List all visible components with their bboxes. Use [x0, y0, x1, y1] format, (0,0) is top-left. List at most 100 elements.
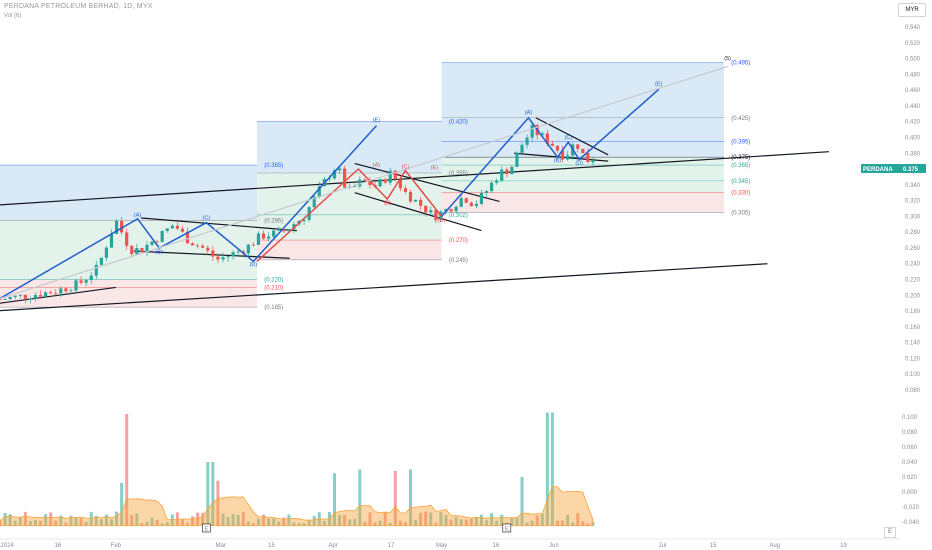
candle-body[interactable] [505, 169, 509, 175]
candle-body[interactable] [489, 182, 494, 192]
currency-button[interactable]: MYR [898, 3, 926, 17]
candle-body[interactable] [337, 168, 342, 171]
candle-body[interactable] [120, 220, 124, 233]
candle-body[interactable] [84, 280, 88, 283]
trendline-7[interactable] [354, 192, 482, 232]
candle-body[interactable] [49, 292, 53, 294]
trendlines[interactable] [0, 117, 830, 312]
candle-body[interactable] [170, 225, 174, 229]
candle-body[interactable] [206, 247, 210, 251]
candle-body[interactable] [388, 170, 392, 183]
candle-body[interactable] [256, 233, 261, 245]
candle-body[interactable] [104, 247, 109, 258]
candle-body[interactable] [246, 244, 250, 254]
candle-body[interactable] [114, 220, 119, 234]
candle-body[interactable] [216, 256, 220, 260]
candle-body[interactable] [109, 233, 114, 248]
candle-body[interactable] [196, 245, 200, 247]
candle-body[interactable] [302, 219, 306, 221]
candle-body[interactable] [591, 160, 595, 163]
candle-body[interactable] [484, 191, 489, 193]
candle-body[interactable] [135, 248, 139, 255]
candle-body[interactable] [226, 256, 230, 258]
candle-body[interactable] [130, 245, 134, 255]
candle-body[interactable] [145, 244, 149, 253]
candle-body[interactable] [44, 292, 48, 297]
candle-body[interactable] [408, 191, 413, 202]
candle-body[interactable] [429, 210, 433, 213]
candle-body[interactable] [190, 243, 195, 246]
trendline-4[interactable] [141, 217, 297, 232]
candle-body[interactable] [140, 248, 144, 253]
candle-body[interactable] [363, 179, 367, 181]
candle-body[interactable] [495, 180, 499, 183]
candle-body[interactable] [54, 293, 58, 295]
candle-body[interactable] [79, 280, 83, 283]
candle-body[interactable] [419, 199, 423, 206]
trendline-3[interactable] [0, 286, 116, 304]
candle-body[interactable] [459, 198, 463, 207]
earnings-marker-0[interactable] [202, 523, 211, 533]
candle-body[interactable] [434, 210, 438, 221]
candle-body[interactable] [520, 144, 524, 153]
elliott-wave-lines[interactable] [0, 65, 728, 300]
candle-body[interactable] [398, 179, 402, 189]
trendline-6[interactable] [354, 162, 500, 202]
candle-body[interactable] [251, 244, 255, 246]
candle-body[interactable] [8, 297, 12, 300]
wave-line-3[interactable] [0, 65, 728, 300]
candle-body[interactable] [292, 224, 296, 230]
candle-body[interactable] [33, 295, 38, 299]
candle-body[interactable] [277, 229, 281, 231]
candle-body[interactable] [261, 233, 266, 239]
candle-body[interactable] [368, 180, 372, 186]
candle-body[interactable] [510, 166, 514, 175]
candle-body[interactable] [287, 229, 291, 232]
candle-body[interactable] [28, 298, 33, 300]
candle-body[interactable] [474, 203, 478, 207]
candle-body[interactable] [424, 205, 428, 213]
candle-body[interactable] [403, 188, 408, 192]
candle-body[interactable] [38, 295, 43, 297]
candle-body[interactable] [449, 209, 453, 212]
candle-body[interactable] [479, 192, 484, 204]
candle-body[interactable] [581, 148, 585, 154]
candle-body[interactable] [267, 236, 271, 239]
candle-body[interactable] [515, 152, 519, 167]
candle-body[interactable] [0, 299, 2, 301]
candle-body[interactable] [59, 288, 63, 294]
candle-body[interactable] [282, 229, 286, 232]
candle-body[interactable] [332, 170, 337, 179]
candle-body[interactable] [99, 257, 103, 265]
candle-body[interactable] [74, 280, 78, 291]
candle-body[interactable] [560, 150, 565, 160]
candle-body[interactable] [555, 145, 560, 151]
candle-body[interactable] [175, 225, 179, 229]
candle-body[interactable] [550, 143, 555, 146]
candle-body[interactable] [150, 241, 154, 245]
candle-body[interactable] [64, 288, 68, 292]
candle-body[interactable] [343, 168, 347, 188]
candle-body[interactable] [185, 231, 190, 244]
candle-body[interactable] [94, 264, 98, 276]
candle-body[interactable] [353, 186, 357, 188]
candle-body[interactable] [469, 202, 473, 207]
candle-body[interactable] [317, 186, 321, 197]
candle-body[interactable] [545, 133, 549, 144]
candle-body[interactable] [530, 125, 534, 138]
candle-body[interactable] [125, 232, 129, 246]
wave-line-2[interactable] [256, 167, 443, 262]
candle-body[interactable] [201, 245, 205, 248]
candle-body[interactable] [566, 155, 570, 160]
candle-body[interactable] [3, 299, 7, 300]
candle-body[interactable] [13, 295, 17, 298]
candle-body[interactable] [18, 294, 22, 296]
candle-body[interactable] [327, 178, 332, 180]
candle-body[interactable] [69, 290, 73, 292]
candle-body[interactable] [312, 196, 316, 208]
candle-body[interactable] [221, 257, 225, 260]
candle-body[interactable] [464, 198, 468, 203]
time-axis[interactable]: 2024 16 Feb Mar 15 Apr 17 May 16 Jun Jul 15 Aug 19 [0, 538, 900, 549]
candle-body[interactable] [525, 137, 529, 145]
